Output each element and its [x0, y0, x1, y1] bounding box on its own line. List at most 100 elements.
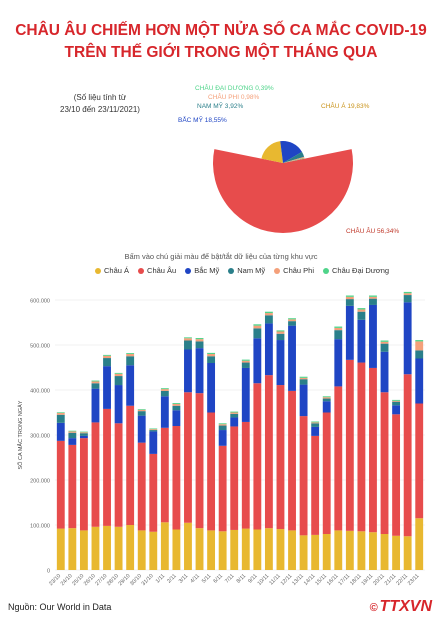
bar-segment-europe[interactable] — [415, 403, 424, 519]
bar-segment-oceania[interactable] — [392, 399, 401, 401]
bar-segment-namerica[interactable] — [299, 384, 308, 417]
bar-segment-asia[interactable] — [253, 529, 262, 571]
bar-segment-asia[interactable] — [91, 526, 100, 570]
bar-segment-africa[interactable] — [218, 424, 227, 426]
bar-segment-africa[interactable] — [79, 432, 88, 434]
bar-segment-samerica[interactable] — [184, 340, 192, 350]
bar-segment-samerica[interactable] — [334, 330, 343, 340]
bar-segment-africa[interactable] — [357, 309, 366, 312]
bar-segment-asia[interactable] — [311, 534, 320, 570]
bar-segment-europe[interactable] — [380, 392, 389, 534]
bar-segment-namerica[interactable] — [357, 319, 366, 363]
bar-segment-europe[interactable] — [311, 435, 320, 535]
bar-segment-samerica[interactable] — [218, 425, 227, 431]
bar-segment-namerica[interactable] — [311, 426, 320, 436]
bar-segment-samerica[interactable] — [276, 333, 285, 341]
bar-segment-oceania[interactable] — [172, 403, 181, 404]
bar-segment-samerica[interactable] — [56, 414, 65, 423]
bar-segment-oceania[interactable] — [322, 396, 331, 398]
bar-segment-namerica[interactable] — [276, 340, 285, 386]
bar-segment-namerica[interactable] — [415, 358, 424, 404]
bar-segment-africa[interactable] — [322, 397, 331, 399]
bar-segment-oceania[interactable] — [253, 324, 262, 326]
bar-segment-namerica[interactable] — [195, 348, 204, 394]
bar-segment-africa[interactable] — [241, 360, 250, 363]
bar-segment-asia[interactable] — [126, 525, 135, 570]
bar-segment-asia[interactable] — [369, 532, 377, 570]
bar-segment-asia[interactable] — [264, 528, 273, 570]
legend-item-europe[interactable]: Châu Âu — [138, 266, 176, 275]
bar-segment-asia[interactable] — [79, 530, 88, 570]
bar-segment-asia[interactable] — [288, 530, 296, 570]
bar-segment-europe[interactable] — [184, 392, 192, 523]
bar-segment-asia[interactable] — [114, 526, 123, 570]
bar-segment-samerica[interactable] — [195, 341, 204, 349]
bar-segment-europe[interactable] — [79, 438, 88, 531]
bar-segment-namerica[interactable] — [241, 367, 250, 422]
bar-segment-samerica[interactable] — [160, 390, 169, 397]
bar-segment-asia[interactable] — [56, 528, 65, 570]
bar-segment-africa[interactable] — [114, 373, 123, 377]
bar-segment-europe[interactable] — [288, 390, 296, 531]
bar-segment-namerica[interactable] — [369, 304, 377, 368]
bar-segment-asia[interactable] — [345, 530, 354, 570]
bar-segment-oceania[interactable] — [241, 359, 250, 361]
bar-segment-namerica[interactable] — [172, 410, 181, 426]
bar-segment-oceania[interactable] — [79, 431, 88, 433]
bar-segment-oceania[interactable] — [160, 388, 169, 390]
bar-segment-oceania[interactable] — [264, 311, 273, 314]
bar-segment-europe[interactable] — [241, 421, 250, 529]
bar-segment-africa[interactable] — [369, 296, 377, 299]
bar-segment-africa[interactable] — [137, 409, 146, 412]
bar-segment-namerica[interactable] — [207, 363, 216, 413]
bar-segment-namerica[interactable] — [322, 401, 331, 413]
bar-segment-samerica[interactable] — [288, 321, 296, 326]
bar-segment-samerica[interactable] — [264, 315, 273, 324]
bar-segment-samerica[interactable] — [68, 432, 77, 439]
bar-segment-oceania[interactable] — [91, 380, 100, 382]
bar-segment-namerica[interactable] — [403, 302, 412, 375]
bar-segment-namerica[interactable] — [79, 435, 88, 439]
bar-segment-asia[interactable] — [357, 531, 366, 570]
bar-segment-africa[interactable] — [184, 338, 192, 341]
legend-item-oceania[interactable]: Châu Đại Dương — [323, 266, 389, 275]
bar-segment-samerica[interactable] — [103, 358, 111, 367]
bar-segment-namerica[interactable] — [230, 417, 239, 427]
bar-segment-africa[interactable] — [103, 355, 111, 359]
bar-segment-namerica[interactable] — [288, 325, 296, 391]
bar-segment-samerica[interactable] — [149, 430, 158, 432]
bar-segment-samerica[interactable] — [137, 411, 146, 416]
bar-segment-samerica[interactable] — [230, 413, 239, 418]
bar-segment-asia[interactable] — [415, 518, 424, 570]
bar-segment-oceania[interactable] — [149, 428, 158, 430]
bar-segment-europe[interactable] — [91, 422, 100, 527]
bar-segment-oceania[interactable] — [276, 330, 285, 332]
bar-segment-africa[interactable] — [207, 354, 216, 357]
bar-segment-africa[interactable] — [288, 319, 296, 322]
bar-segment-europe[interactable] — [403, 374, 412, 537]
bar-segment-africa[interactable] — [195, 339, 204, 342]
bar-segment-namerica[interactable] — [114, 385, 123, 424]
bar-segment-oceania[interactable] — [311, 421, 320, 423]
bar-segment-asia[interactable] — [276, 529, 285, 570]
bar-segment-samerica[interactable] — [207, 356, 216, 363]
bar-segment-namerica[interactable] — [218, 430, 227, 446]
bar-segment-asia[interactable] — [172, 529, 181, 571]
bar-segment-asia[interactable] — [334, 530, 343, 570]
bar-segment-asia[interactable] — [160, 522, 169, 570]
bar-segment-samerica[interactable] — [79, 433, 88, 436]
bar-segment-europe[interactable] — [264, 375, 273, 529]
bar-segment-oceania[interactable] — [415, 340, 424, 342]
bar-segment-namerica[interactable] — [264, 323, 273, 376]
bar-segment-samerica[interactable] — [253, 328, 262, 339]
legend-item-africa[interactable]: Châu Phi — [274, 266, 314, 275]
bar-segment-oceania[interactable] — [103, 354, 111, 356]
bar-segment-asia[interactable] — [403, 536, 412, 570]
bar-segment-namerica[interactable] — [126, 365, 135, 406]
bar-segment-europe[interactable] — [68, 444, 77, 529]
bar-segment-samerica[interactable] — [369, 298, 377, 305]
bar-segment-africa[interactable] — [264, 313, 273, 316]
bar-segment-asia[interactable] — [149, 531, 158, 570]
bar-segment-asia[interactable] — [68, 528, 77, 570]
legend-item-namerica[interactable]: Bắc Mỹ — [185, 266, 219, 275]
